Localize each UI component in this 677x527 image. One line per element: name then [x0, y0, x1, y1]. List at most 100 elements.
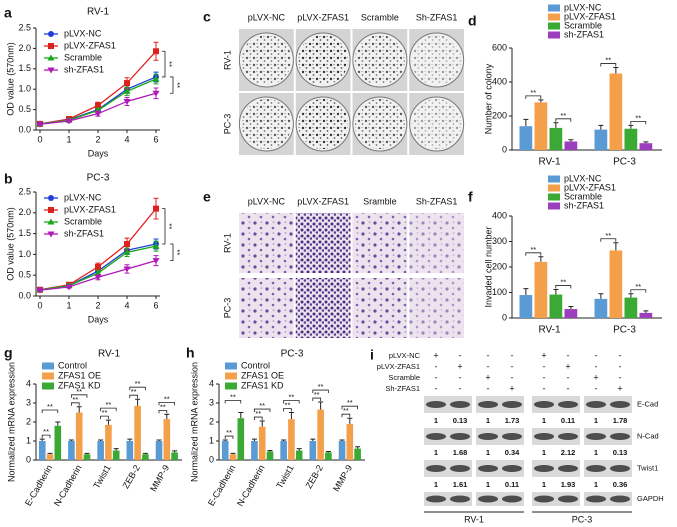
stained-cells: [409, 278, 464, 338]
band-ratio: 1: [486, 480, 490, 489]
legend-marker: [47, 67, 55, 74]
band-ratio: 1: [542, 416, 546, 425]
x-tick-label: E-Cadherin: [23, 463, 54, 507]
treatment-mark: -: [543, 383, 546, 393]
error-bar: [347, 417, 353, 424]
legend-marker: [47, 231, 55, 238]
band: [502, 401, 522, 408]
treatment-mark: -: [567, 383, 570, 393]
treatment-mark: -: [459, 350, 462, 360]
legend-swatch: [42, 372, 54, 380]
significance-label: **: [530, 88, 536, 97]
bar: [609, 250, 623, 318]
significance-bracket: [341, 405, 358, 410]
significance-bracket: [100, 407, 117, 412]
error-bar: [172, 450, 178, 453]
x-tick-label: Twist1: [91, 463, 112, 490]
legend-label: Control: [241, 360, 270, 370]
y-tick-label: 3: [26, 397, 31, 407]
band: [610, 495, 630, 503]
y-tick-label: 2.5: [18, 22, 31, 32]
treatment-mark: -: [595, 361, 598, 371]
data-point: [95, 263, 101, 270]
treatment-mark: +: [593, 372, 598, 382]
significance-bracket: [283, 400, 300, 404]
x-tick-label: MMP-9: [148, 463, 171, 493]
treatment-label: Scramble: [388, 373, 420, 382]
error-bar: [251, 438, 257, 441]
stained-cells: [409, 213, 464, 273]
band-ratio: 1.68: [453, 448, 468, 457]
band: [610, 465, 630, 472]
band: [502, 433, 522, 440]
significance-label: **: [343, 406, 349, 415]
band: [586, 465, 606, 472]
band: [534, 465, 554, 472]
significance-label: **: [131, 387, 137, 396]
band: [426, 495, 446, 503]
x-tick-label: 1: [66, 134, 71, 144]
bar: [317, 409, 324, 460]
y-axis-label: Invaded cell number: [483, 226, 493, 307]
bar: [126, 441, 134, 460]
y-axis-label: OD value (570nm): [5, 42, 15, 116]
significance-label: **: [43, 427, 49, 436]
bar: [594, 129, 608, 150]
bar: [594, 298, 608, 318]
bar: [564, 309, 578, 318]
legend-marker: [48, 195, 54, 201]
significance-label: **: [165, 223, 174, 229]
blot-strip: [476, 428, 524, 445]
significance-label: **: [605, 231, 611, 240]
error-bar: [296, 448, 302, 451]
error-bar: [281, 439, 287, 441]
data-point: [123, 87, 131, 94]
error-bar: [325, 450, 331, 453]
legend-swatch: [225, 362, 237, 370]
significance-bracket: [162, 208, 166, 245]
treatment-mark: +: [457, 361, 462, 371]
error-bar: [127, 438, 133, 441]
treatment-mark: -: [543, 361, 546, 371]
row-label: RV-1: [222, 50, 232, 70]
band-ratio: 0.36: [613, 480, 628, 489]
legend-marker: [48, 207, 54, 213]
cell-line-label: RV-1: [464, 514, 484, 524]
protein-label: E-Cad: [637, 399, 658, 408]
column-label: Scramble: [361, 12, 399, 22]
blot-strip: [424, 460, 472, 477]
cell-line-label: PC-3: [572, 514, 593, 524]
y-tick-label: 200: [492, 261, 507, 271]
treatment-mark: -: [567, 350, 570, 360]
colonies: [354, 35, 405, 85]
bar: [105, 424, 112, 460]
treatment-mark: -: [619, 361, 622, 371]
data-point: [123, 248, 131, 255]
error-bar: [613, 67, 619, 74]
bar: [549, 127, 563, 150]
y-tick-label: 2.0: [18, 207, 31, 217]
panel-label: h: [186, 345, 195, 361]
significance-bracket: [283, 408, 292, 412]
x-tick-label: E-Cadherin: [206, 463, 237, 507]
error-bar: [259, 420, 265, 427]
blot-strip: [532, 460, 580, 477]
significance-label: **: [135, 379, 141, 388]
treatment-mark: -: [487, 350, 490, 360]
band-ratio: 1: [594, 416, 598, 425]
significance-label: **: [102, 408, 108, 417]
bar: [338, 441, 346, 460]
band: [558, 401, 578, 408]
error-bar: [105, 419, 111, 425]
treatment-mark: -: [595, 383, 598, 393]
y-axis-label: OD value (570nm): [5, 207, 15, 281]
y-tick-label: 1: [209, 435, 214, 445]
legend-label: pLVX-NC: [564, 173, 602, 183]
error-bar: [538, 256, 544, 262]
significance-bracket: [630, 289, 647, 293]
bar: [46, 454, 54, 460]
band-ratio: 1: [542, 480, 546, 489]
treatment-mark: -: [567, 372, 570, 382]
x-tick-label: Twist1: [274, 463, 295, 490]
data-point: [152, 90, 160, 97]
